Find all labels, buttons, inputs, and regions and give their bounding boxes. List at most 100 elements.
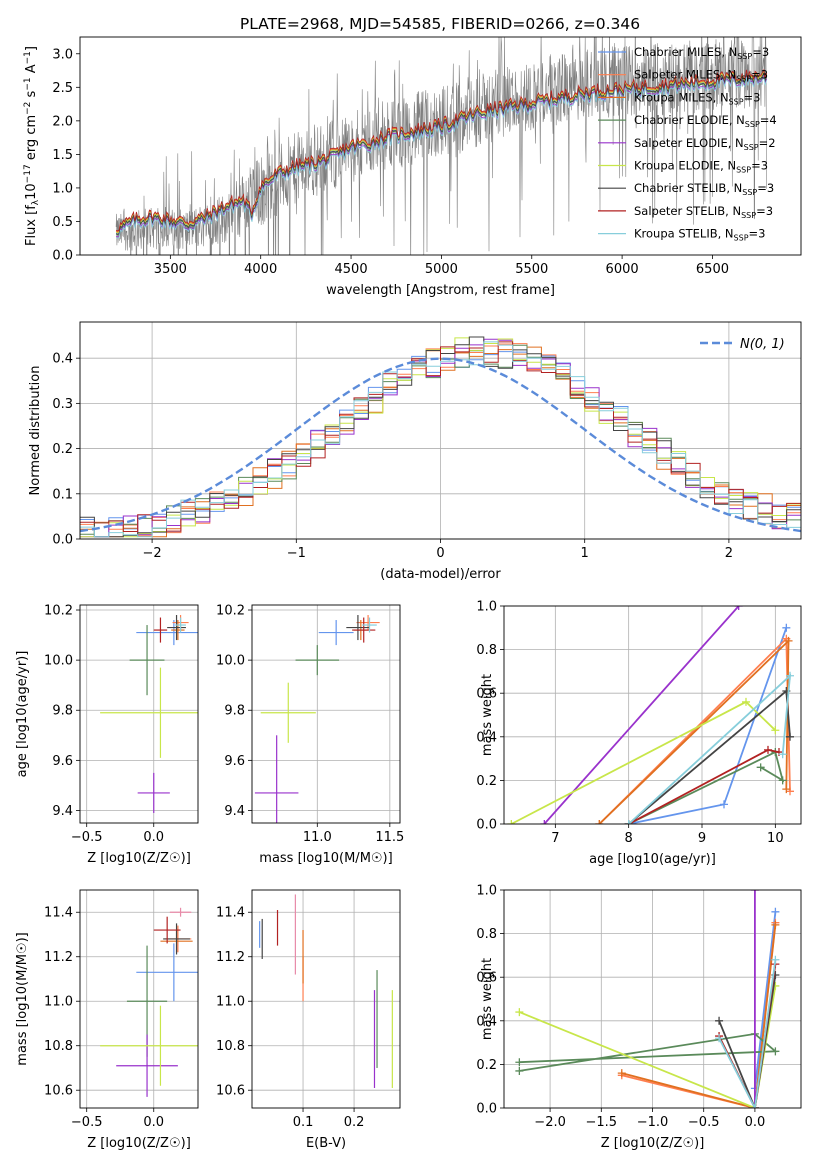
- weight-marker: [786, 671, 794, 680]
- model-spectrum-line: [115, 70, 768, 234]
- weight-marker: [720, 800, 728, 809]
- age-vs-Z-panel: −0.5 0.0 9.4 9.6 9.8 10.0 10.2 Z [log10(Z/Z☉)] a…: [15, 604, 199, 866]
- legend-entry: Kroupa MILES, NSSP=3: [634, 90, 760, 106]
- x-tick-label: −0.5: [688, 1115, 720, 1130]
- residuals-frame: [79, 321, 802, 540]
- y-tick-label: 0.6: [476, 687, 497, 702]
- y-tick-label: 9.4: [224, 804, 245, 819]
- weight-line: [718, 959, 777, 1108]
- legend-entry: Salpeter MILES, NSSP=3: [634, 68, 768, 84]
- x-tick-label: 5000: [425, 262, 458, 277]
- weight-vs-Z-xlabel: Z [log10(Z/Z☉)]: [601, 1136, 705, 1151]
- weight-vs-age-panel: 7 8 9 10 0.0 0.2 0.4 0.6 0.8 1.0 age [log10(age/yr…: [476, 600, 802, 867]
- mass-vs-Z-ylabel: mass [log10(M/M☉)]: [15, 932, 30, 1065]
- weight-marker: [515, 1066, 524, 1075]
- y-tick-label: 9.6: [224, 754, 245, 769]
- y-tick-label: 0.4: [52, 352, 73, 367]
- y-tick-label: 1.0: [476, 600, 497, 615]
- age-vs-mass-plot: [254, 615, 380, 823]
- y-tick-label: 9.8: [52, 704, 73, 719]
- legend-entry: Kroupa ELODIE, NSSP=3: [634, 159, 768, 175]
- histogram-step: [80, 341, 801, 532]
- x-tick-label: −0.5: [71, 1115, 103, 1130]
- legend-entry: Chabrier STELIB, NSSP=3: [634, 181, 774, 197]
- weight-marker: [782, 623, 791, 632]
- age-vs-Z-ylabel: age [log10(age/yr)]: [15, 651, 30, 778]
- weight-marker: [764, 745, 772, 754]
- x-tick-label: 6500: [696, 262, 729, 277]
- y-tick-label: 0.0: [476, 818, 497, 833]
- x-tick-label: −2: [143, 546, 162, 561]
- x-tick-label: 0: [436, 546, 444, 561]
- weight-marker: [782, 785, 791, 794]
- y-tick-label: 10.2: [216, 604, 245, 619]
- y-tick-label: 0.2: [52, 442, 73, 457]
- weight-marker: [507, 820, 516, 824]
- mass-vs-Z-ticks: −0.5 0.0 10.6 10.8 11.0 11.2 11.4: [44, 906, 164, 1130]
- y-tick-label: 0.8: [476, 927, 497, 942]
- age-vs-Z-plot: [100, 615, 198, 813]
- y-tick-label: 11.4: [216, 906, 245, 921]
- residuals-panel: −2 −1 0 1 2 0.0 0.1 0.2 0.3 0.4 (data-model)/error…: [28, 321, 802, 582]
- y-tick-label: 0.1: [52, 487, 73, 502]
- model-spectrum-line: [115, 76, 768, 239]
- histogram-step: [80, 343, 801, 537]
- x-tick-label: 1: [581, 546, 589, 561]
- spectrum-frame: [79, 36, 802, 256]
- legend-entry: Salpeter ELODIE, NSSP=2: [634, 136, 776, 152]
- weight-line: [519, 985, 777, 1108]
- x-tick-label: 11.0: [303, 830, 332, 845]
- x-tick-label: −1: [287, 546, 306, 561]
- y-tick-label: 0.8: [476, 643, 497, 658]
- legend-entry: Salpeter STELIB, NSSP=3: [634, 204, 773, 220]
- age-vs-mass-panel: 11.0 11.5 9.4 9.6 9.8 10.0 10.2 mass [log10(M/M…: [216, 604, 404, 866]
- age-vs-mass-ticks: 11.0 11.5 9.4 9.6 9.8 10.0 10.2: [216, 604, 404, 845]
- x-tick-label: −1.0: [637, 1115, 669, 1130]
- page-title: PLATE=2968, MJD=54585, FIBERID=0266, z=0…: [240, 15, 640, 33]
- y-tick-label: 0.4: [476, 730, 497, 745]
- gaussian-curve: [80, 357, 801, 533]
- age-vs-mass-frame: [251, 604, 401, 824]
- x-tick-label: 10: [767, 831, 784, 846]
- x-tick-label: 0.2: [344, 1115, 365, 1130]
- weight-marker: [771, 955, 780, 964]
- mass-vs-EBV-ticks: 0.1 0.2 10.6 10.8 11.0 11.2 11.4: [216, 906, 364, 1130]
- x-tick-label: 0.1: [293, 1115, 314, 1130]
- mass-vs-EBV-frame: [251, 889, 401, 1109]
- residuals-ticks: −2 −1 0 1 2 0.0 0.1 0.2 0.3 0.4: [52, 352, 733, 561]
- x-tick-label: 0.0: [745, 1115, 766, 1130]
- spectrum-panel: 3500 4000 4500 5000 5500 6000 6500 0.0 0.5 1.0 1.5…: [23, 36, 802, 298]
- age-vs-Z-grid: [80, 605, 198, 823]
- weight-marker: [617, 1069, 626, 1078]
- weight-marker: [715, 1016, 724, 1025]
- y-tick-label: 0.0: [52, 249, 73, 264]
- x-tick-label: 7: [551, 831, 559, 846]
- x-tick-label: 4500: [335, 262, 368, 277]
- weight-marker: [624, 820, 633, 824]
- age-vs-Z-frame: [79, 604, 199, 824]
- weight-marker: [750, 890, 759, 894]
- mass-vs-EBV-xlabel: E(B-V): [306, 1136, 346, 1151]
- weight-vs-Z-ticks: −2.0 −1.5 −1.0 −0.5 0.0 0.0 0.2 0.4 0.6 0.8 1.0: [476, 884, 765, 1131]
- y-tick-label: 3.0: [52, 47, 73, 62]
- model-spectrum-line: [115, 68, 768, 232]
- weight-line: [598, 638, 790, 824]
- weight-vs-age-plot: [507, 606, 794, 824]
- age-vs-Z-ticks: −0.5 0.0 9.4 9.6 9.8 10.0 10.2: [44, 604, 164, 845]
- weight-marker: [515, 1008, 524, 1017]
- weight-line: [621, 924, 777, 1108]
- y-tick-label: 11.2: [216, 950, 245, 965]
- weight-marker: [595, 820, 604, 824]
- weight-marker: [778, 750, 787, 759]
- weight-marker: [778, 776, 787, 785]
- x-tick-label: 4000: [244, 262, 277, 277]
- mass-vs-EBV-plot: [259, 894, 393, 1088]
- y-tick-label: 0.5: [52, 215, 73, 230]
- x-tick-label: 9: [698, 831, 706, 846]
- weight-line: [628, 627, 788, 824]
- weight-marker: [742, 697, 750, 706]
- y-tick-label: 1.0: [52, 181, 73, 196]
- residuals-ylabel: Normed distribution: [28, 366, 43, 496]
- spectrum-plot: [115, 37, 768, 255]
